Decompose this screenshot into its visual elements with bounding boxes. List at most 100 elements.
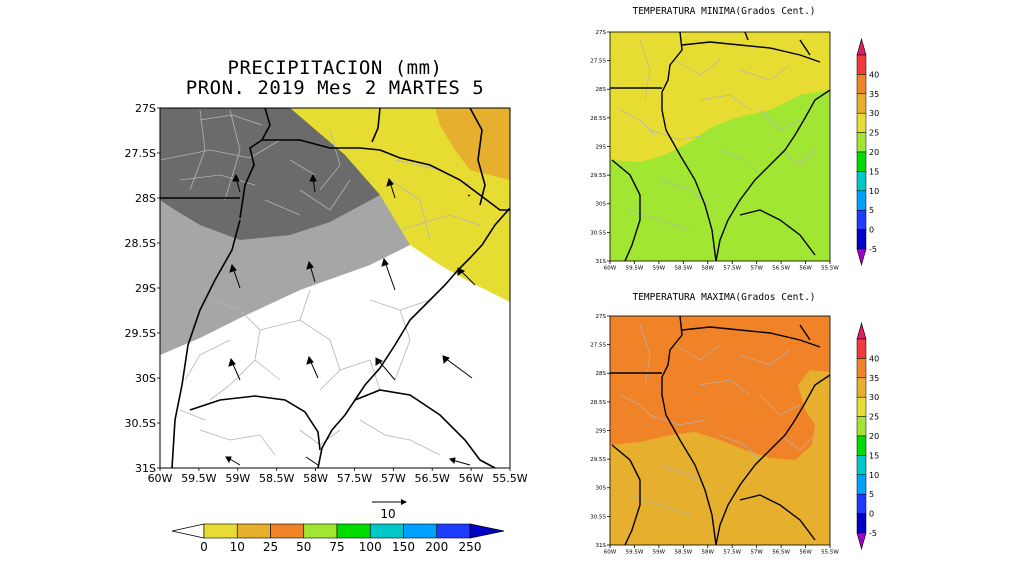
precip-region-yellow (290, 108, 510, 302)
tmax-lon-label: 57W (750, 550, 763, 556)
precip-lat-label: 30.5S (125, 417, 156, 430)
tmax-lon-label: 59.5W (626, 550, 644, 556)
tmax-lat-label: 29.5S (590, 457, 606, 463)
tmin_map-colorbar-label: 0 (869, 226, 874, 235)
tmin-title: TEMPERATURA MINIMA(Grados Cent.) (632, 6, 816, 17)
colorbar-swatch (236, 523, 271, 539)
colorbar-swatch (856, 74, 867, 95)
precip-lat-label: 30S (135, 372, 156, 385)
tmax-boundaries-thick (610, 316, 830, 545)
colorbar-swatch (856, 377, 867, 398)
tmax-lat-label: 27S (596, 314, 607, 320)
precip-colorbar-label: 75 (329, 540, 344, 554)
precip-lat-label: 28.5S (125, 237, 156, 250)
tmin-lon-label: 59W (653, 266, 666, 272)
tmin_map-colorbar-label: 20 (869, 148, 879, 157)
tmin_map-colorbar-label: 5 (869, 206, 874, 215)
tmin_map-colorbar-label: 30 (869, 109, 879, 118)
tmin-lat-label: 27.5S (590, 59, 606, 65)
tmin-lat-label: 30S (596, 202, 607, 208)
tmin_map-colorbar-label: 10 (869, 187, 879, 196)
tmin_map-colorbar-label: 35 (869, 90, 879, 99)
colorbar-bottom-arrow (856, 532, 867, 551)
tmax-lon-label: 56.5W (772, 550, 790, 556)
colorbar-swatch (856, 435, 867, 456)
precip-boundaries-thick (160, 108, 510, 468)
precip-lat-label: 27.5S (125, 147, 156, 160)
tmin-lon-label: 58W (702, 266, 715, 272)
tmin-lat-label: 27S (596, 30, 607, 36)
tmin_map-colorbar-label: -5 (869, 245, 877, 254)
colorbar-swatch (856, 358, 867, 379)
precip-colorbar-label: 100 (359, 540, 382, 554)
colorbar-right-arrow (469, 523, 505, 539)
tmin_map-colorbar-label: 15 (869, 167, 879, 176)
tmax-lat-label: 30S (596, 486, 607, 492)
tmax-lat-label: 27.5S (590, 343, 606, 349)
colorbar-swatch (856, 209, 867, 230)
tmax-lon-label: 57.5W (723, 550, 741, 556)
colorbar-top-arrow (856, 37, 867, 56)
precip-lon-label: 58.5W (259, 472, 294, 485)
tmax_map-colorbar-label: 30 (869, 393, 879, 402)
tmin-boundaries-thin (619, 39, 816, 231)
tmin-lat-label: 30.5S (590, 230, 606, 236)
tmax_map-colorbar-label: 15 (869, 451, 879, 460)
precip-lat-label: 31S (135, 462, 156, 475)
tmax-lon-label: 59W (653, 550, 666, 556)
colorbar-swatch (403, 523, 438, 539)
colorbar-bottom-arrow (856, 248, 867, 267)
precip-lon-label: 56W (459, 472, 484, 485)
tmin-lon-label: 60W (604, 266, 617, 272)
colorbar-swatch (369, 523, 404, 539)
precip-boundaries-thin (160, 109, 481, 456)
precip-lon-label: 57W (381, 472, 406, 485)
tmax-lat-label: 29S (596, 428, 607, 434)
tmax_map-colorbar-label: 0 (869, 510, 874, 519)
colorbar-swatch (856, 112, 867, 133)
precip-lat-label: 29S (135, 282, 156, 295)
tmax_map-colorbar-label: -5 (869, 529, 877, 538)
colorbar-swatch (856, 54, 867, 75)
precip-colorbar-label: 10 (230, 540, 245, 554)
colorbar-swatch (856, 132, 867, 153)
precip-lat-label: 27S (135, 102, 156, 115)
precip-region-orange (435, 108, 510, 180)
precip-lat-label: 29.5S (125, 327, 156, 340)
tmax_map-colorbar-label: 40 (869, 354, 879, 363)
tmin-lon-label: 56.5W (772, 266, 790, 272)
tmin-lon-label: 55.5W (821, 266, 839, 272)
colorbar-left-arrow (171, 523, 205, 539)
tmin-lat-label: 29S (596, 144, 607, 150)
tmin-lon-label: 57.5W (723, 266, 741, 272)
colorbar-top-arrow (856, 321, 867, 340)
tmin_map-colorbar-label: 40 (869, 70, 879, 79)
colorbar-swatch (856, 338, 867, 359)
tmax-lon-label: 58W (702, 550, 715, 556)
tmax-colorbar: 40 35 30 25 20 15 10 5 0 -5 (856, 321, 879, 551)
precip-lat-label: 28S (135, 192, 156, 205)
colorbar-swatch (856, 474, 867, 495)
precip-lon-label: 58W (303, 472, 328, 485)
tmin-lat-label: 29.5S (590, 173, 606, 179)
colorbar-swatch (436, 523, 471, 539)
tmax-lon-label: 55.5W (821, 550, 839, 556)
colorbar-swatch (856, 171, 867, 192)
vector-ref-label: 10 (380, 507, 395, 521)
colorbar-swatch (336, 523, 371, 539)
tmin-lat-label: 28S (596, 87, 607, 93)
tmin-lat-label: 31S (596, 259, 607, 265)
colorbar-swatch (856, 455, 867, 476)
tmax-lon-label: 56W (799, 550, 812, 556)
colorbar-swatch (856, 93, 867, 114)
tmax-title: TEMPERATURA MAXIMA(Grados Cent.) (632, 292, 816, 303)
colorbar-swatch (203, 523, 238, 539)
precip-colorbar-label: 0 (200, 540, 208, 554)
colorbar-swatch (856, 190, 867, 211)
tmax-boundaries-thin (619, 324, 816, 516)
precip-title-line1: PRECIPITACION (mm) (227, 57, 443, 79)
tmax_map-colorbar-label: 5 (869, 490, 874, 499)
